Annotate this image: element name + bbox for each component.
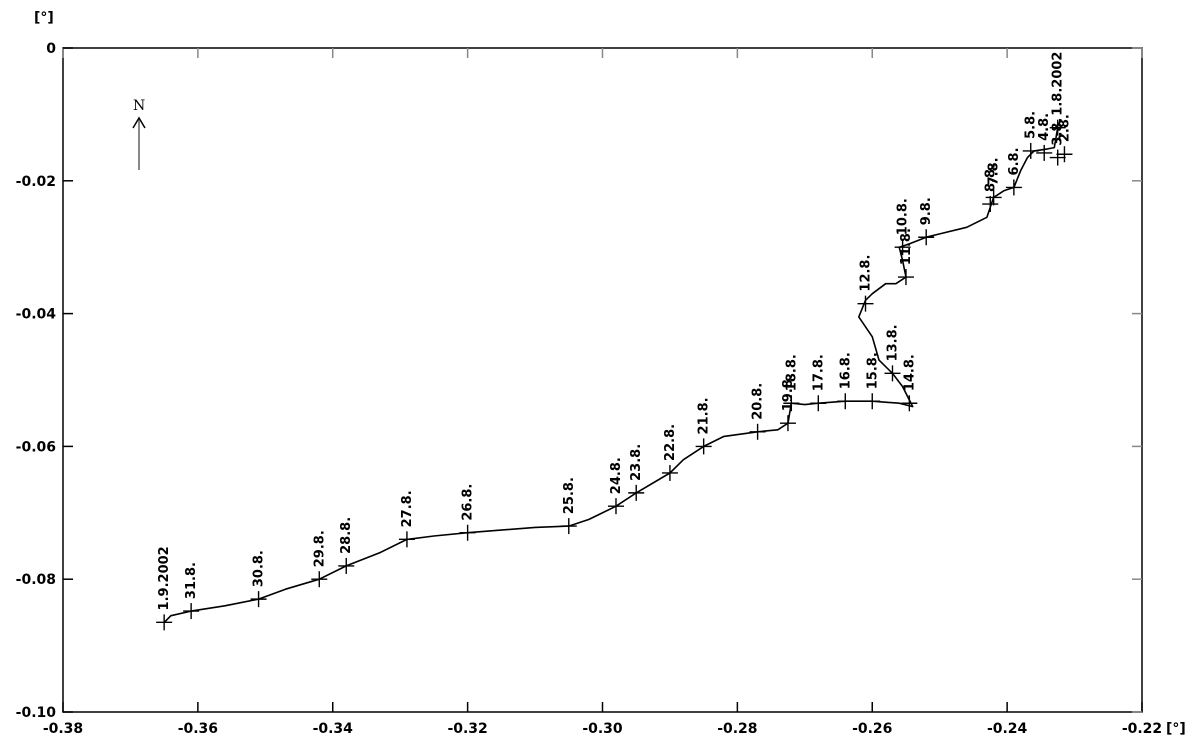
date-label: 18.8. bbox=[784, 354, 799, 391]
date-label: 13.8. bbox=[885, 324, 900, 361]
date-label: 29.8. bbox=[312, 530, 327, 567]
date-label: 8.8. bbox=[983, 164, 998, 192]
date-label: 21.8. bbox=[697, 397, 712, 434]
date-label: 23.8. bbox=[629, 444, 644, 481]
x-tick-label: -0.36 bbox=[178, 721, 218, 737]
x-tick-label: -0.30 bbox=[582, 721, 623, 737]
date-label: 10.8. bbox=[896, 198, 911, 235]
date-label: 20.8. bbox=[751, 383, 766, 420]
date-label: 9.8. bbox=[919, 197, 934, 225]
date-label: 14.8. bbox=[902, 354, 917, 391]
date-label: 12.8. bbox=[859, 255, 874, 292]
date-label: 28.8. bbox=[339, 517, 354, 554]
y-unit-label: [°] bbox=[34, 10, 54, 26]
date-label: 15.8. bbox=[865, 352, 880, 389]
axes bbox=[62, 47, 1143, 713]
date-label: 19.8. bbox=[781, 374, 796, 411]
y-tick-label: 0 bbox=[46, 41, 56, 57]
date-label: 5.8. bbox=[1024, 111, 1039, 139]
x-tick-label: -0.32 bbox=[447, 721, 487, 737]
north-arrow-head bbox=[132, 116, 146, 129]
y-tick-label: -0.08 bbox=[16, 572, 56, 588]
date-label: 25.8. bbox=[562, 477, 577, 514]
y-tick-label: -0.02 bbox=[16, 174, 56, 190]
x-tick-label: -0.22 bbox=[1122, 721, 1162, 737]
date-label: 17.8. bbox=[811, 354, 826, 391]
date-label: 16.8. bbox=[838, 352, 853, 389]
y-tick-label: -0.06 bbox=[16, 439, 56, 455]
date-label: 26.8. bbox=[461, 484, 476, 521]
date-label: 2.8. bbox=[1057, 114, 1072, 142]
date-label: 7.8. bbox=[987, 157, 1002, 185]
date-label: 31.8. bbox=[184, 562, 199, 599]
plot-frame bbox=[62, 47, 1143, 713]
y-tick-label: -0.10 bbox=[16, 705, 57, 721]
x-tick-label: -0.24 bbox=[987, 721, 1028, 737]
date-label: 30.8. bbox=[252, 550, 267, 587]
x-tick-label: -0.28 bbox=[717, 721, 757, 737]
north-arrow: N bbox=[132, 98, 146, 170]
y-tick-label: -0.04 bbox=[16, 307, 57, 323]
x-tick-label: -0.38 bbox=[43, 721, 83, 737]
date-label: 1.9.2002 bbox=[157, 546, 172, 610]
axis-ticks: -0.38 -0.36 -0.34 -0.32 -0.30 -0.28 -0.26 -0.24… bbox=[16, 41, 1163, 737]
date-label: 22.8. bbox=[663, 424, 678, 461]
x-tick-label: -0.34 bbox=[313, 721, 354, 737]
x-unit-label: [°] bbox=[1166, 721, 1186, 737]
date-label: 4.8. bbox=[1037, 113, 1052, 141]
date-label: 11.8. bbox=[899, 228, 914, 265]
north-label: N bbox=[133, 98, 145, 114]
date-label: 3.8. bbox=[1051, 118, 1066, 146]
date-label: 1.8.2002 bbox=[1051, 52, 1066, 116]
date-label: 6.8. bbox=[1007, 147, 1022, 175]
x-tick-label: -0.26 bbox=[852, 721, 892, 737]
date-label: 27.8. bbox=[400, 490, 415, 527]
date-label: 24.8. bbox=[609, 457, 624, 494]
